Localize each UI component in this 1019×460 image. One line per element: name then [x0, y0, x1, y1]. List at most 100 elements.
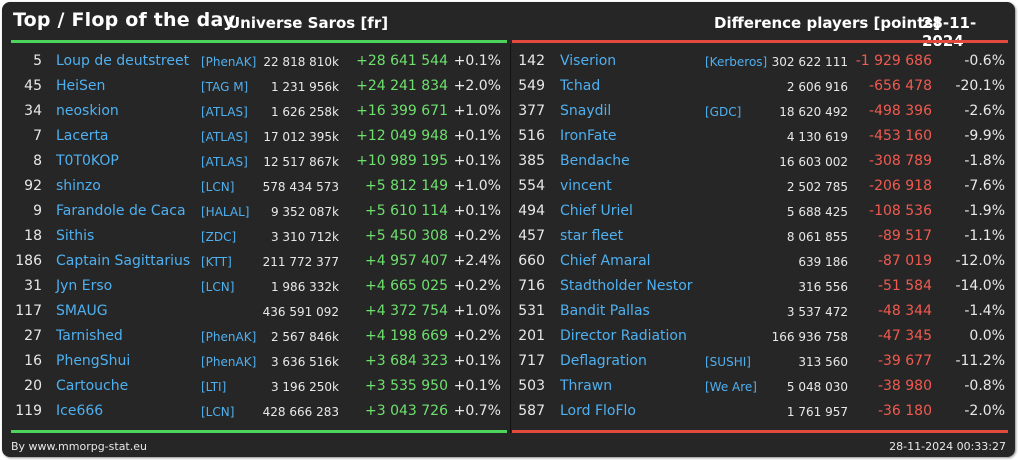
flop-row: 587 Lord FloFlo 1 761 957 -36 180 -2.0% [511, 399, 1015, 424]
alliance-tag-link[interactable]: [We Are] [705, 380, 757, 394]
difference-cell: -108 536 [869, 203, 932, 219]
rank-cell: 385 [518, 153, 545, 169]
player-name-link[interactable]: Lord FloFlo [560, 403, 636, 419]
percent-cell: -11.2% [955, 353, 1005, 369]
points-cell: 5 688 425 [786, 205, 848, 219]
percent-cell: -1.9% [964, 203, 1005, 219]
top-row: 16 PhengShui [PhenAK] 3 636 516k +3 684 323 +… [2, 349, 510, 374]
alliance-tag-link[interactable]: [HALAL] [201, 205, 250, 219]
difference-cell: +3 684 323 [365, 353, 448, 369]
player-name-link[interactable]: Viserion [560, 53, 617, 69]
top-row: 31 Jyn Erso [LCN] 1 986 332k +4 665 025 +0.2% [2, 274, 510, 299]
rank-cell: 531 [518, 303, 545, 319]
alliance-tag-link[interactable]: [PhenAK] [201, 55, 257, 69]
percent-cell: +0.1% [453, 203, 501, 219]
rank-cell: 9 [33, 203, 42, 219]
rank-cell: 201 [518, 328, 545, 344]
difference-cell: +5 450 308 [365, 228, 448, 244]
player-name-link[interactable]: Stadtholder Nestor [560, 278, 693, 294]
points-cell: 5 048 030 [786, 380, 848, 394]
points-cell: 2 606 916 [786, 80, 848, 94]
rank-cell: 27 [24, 328, 42, 344]
player-name-link[interactable]: Chief Amaral [560, 253, 651, 269]
alliance-tag-link[interactable]: [LCN] [201, 405, 235, 419]
player-name-link[interactable]: Captain Sagittarius [56, 253, 191, 269]
percent-cell: +0.1% [453, 153, 501, 169]
alliance-tag-link[interactable]: [PhenAK] [201, 330, 257, 344]
player-name-link[interactable]: Deflagration [560, 353, 647, 369]
player-name-link[interactable]: neoskion [56, 103, 119, 119]
alliance-tag-link[interactable]: [ATLAS] [201, 105, 248, 119]
player-name-link[interactable]: shinzo [56, 178, 101, 194]
player-name-link[interactable]: Sithis [56, 228, 95, 244]
flop-row: 531 Bandit Pallas 3 537 472 -48 344 -1.4% [511, 299, 1015, 324]
date-label: 28-11-2024 [922, 14, 977, 50]
rank-cell: 34 [24, 103, 42, 119]
percent-cell: +0.2% [453, 328, 501, 344]
rank-cell: 31 [24, 278, 42, 294]
player-name-link[interactable]: Bendache [560, 153, 630, 169]
alliance-tag-link[interactable]: [GDC] [705, 105, 742, 119]
player-name-link[interactable]: Lacerta [56, 128, 109, 144]
flop-row: 494 Chief Uriel 5 688 425 -108 536 -1.9% [511, 199, 1015, 224]
top-list: 5 Loup de deutstreet [PhenAK] 22 818 810k +2… [2, 49, 510, 424]
points-cell: 436 591 092 [262, 305, 339, 319]
rank-cell: 716 [518, 278, 545, 294]
rank-cell: 554 [518, 178, 545, 194]
player-name-link[interactable]: Ice666 [56, 403, 104, 419]
alliance-tag-link[interactable]: [KTT] [201, 255, 232, 269]
player-name-link[interactable]: vincent [560, 178, 612, 194]
rank-cell: 503 [518, 378, 545, 394]
alliance-tag-link[interactable]: [Kerberos] [705, 55, 768, 69]
difference-cell: -498 396 [869, 103, 932, 119]
rank-cell: 117 [15, 303, 42, 319]
alliance-tag-link[interactable]: [LCN] [201, 180, 235, 194]
points-cell: 22 818 810k [263, 55, 339, 69]
player-name-link[interactable]: Director Radiation [560, 328, 687, 344]
player-name-link[interactable]: Thrawn [560, 378, 613, 394]
points-cell: 302 622 111 [771, 55, 848, 69]
player-name-link[interactable]: HeiSen [56, 78, 106, 94]
player-name-link[interactable]: T0T0KOP [56, 153, 119, 169]
alliance-tag-link[interactable]: [SUSHI] [705, 355, 751, 369]
rank-cell: 516 [518, 128, 545, 144]
alliance-tag-link[interactable]: [ZDC] [201, 230, 237, 244]
flop-list: 142 Viserion [Kerberos] 302 622 111 -1 929 6… [511, 49, 1015, 424]
difference-cell: +12 049 948 [356, 128, 448, 144]
alliance-tag-link[interactable]: [LCN] [201, 280, 235, 294]
player-name-link[interactable]: Farandole de Caca [56, 203, 186, 219]
points-cell: 1 626 258k [270, 105, 339, 119]
alliance-tag-link[interactable]: [ATLAS] [201, 155, 248, 169]
player-name-link[interactable]: Cartouche [56, 378, 129, 394]
alliance-tag-link[interactable]: [ATLAS] [201, 130, 248, 144]
player-name-link[interactable]: IronFate [560, 128, 617, 144]
rank-cell: 457 [518, 228, 545, 244]
alliance-tag-link[interactable]: [TAG M] [201, 80, 249, 94]
top-row: 18 Sithis [ZDC] 3 310 712k +5 450 308 +0.2% [2, 224, 510, 249]
rank-cell: 142 [518, 53, 545, 69]
percent-cell: -7.6% [964, 178, 1005, 194]
player-name-link[interactable]: star fleet [560, 228, 624, 244]
player-name-link[interactable]: Snaydil [560, 103, 612, 119]
percent-cell: -2.0% [964, 403, 1005, 419]
player-name-link[interactable]: Tchad [560, 78, 601, 94]
points-cell: 9 352 087k [270, 205, 339, 219]
flop-row: 377 Snaydil [GDC] 18 620 492 -498 396 -2.6% [511, 99, 1015, 124]
points-cell: 8 061 855 [786, 230, 848, 244]
rank-cell: 119 [15, 403, 42, 419]
percent-cell: +1.0% [453, 178, 501, 194]
player-name-link[interactable]: PhengShui [56, 353, 131, 369]
percent-cell: +0.2% [453, 278, 501, 294]
player-name-link[interactable]: Chief Uriel [560, 203, 633, 219]
player-name-link[interactable]: Jyn Erso [56, 278, 113, 294]
alliance-tag-link[interactable]: [PhenAK] [201, 355, 257, 369]
rank-cell: 587 [518, 403, 545, 419]
rank-cell: 660 [518, 253, 545, 269]
player-name-link[interactable]: Bandit Pallas [560, 303, 650, 319]
points-cell: 17 012 395k [263, 130, 339, 144]
player-name-link[interactable]: Loup de deutstreet [56, 53, 190, 69]
alliance-tag-link[interactable]: [LTI] [201, 380, 227, 394]
player-name-link[interactable]: SMAUG [56, 303, 108, 319]
flop-row: 385 Bendache 16 603 002 -308 789 -1.8% [511, 149, 1015, 174]
player-name-link[interactable]: Tarnished [56, 328, 123, 344]
